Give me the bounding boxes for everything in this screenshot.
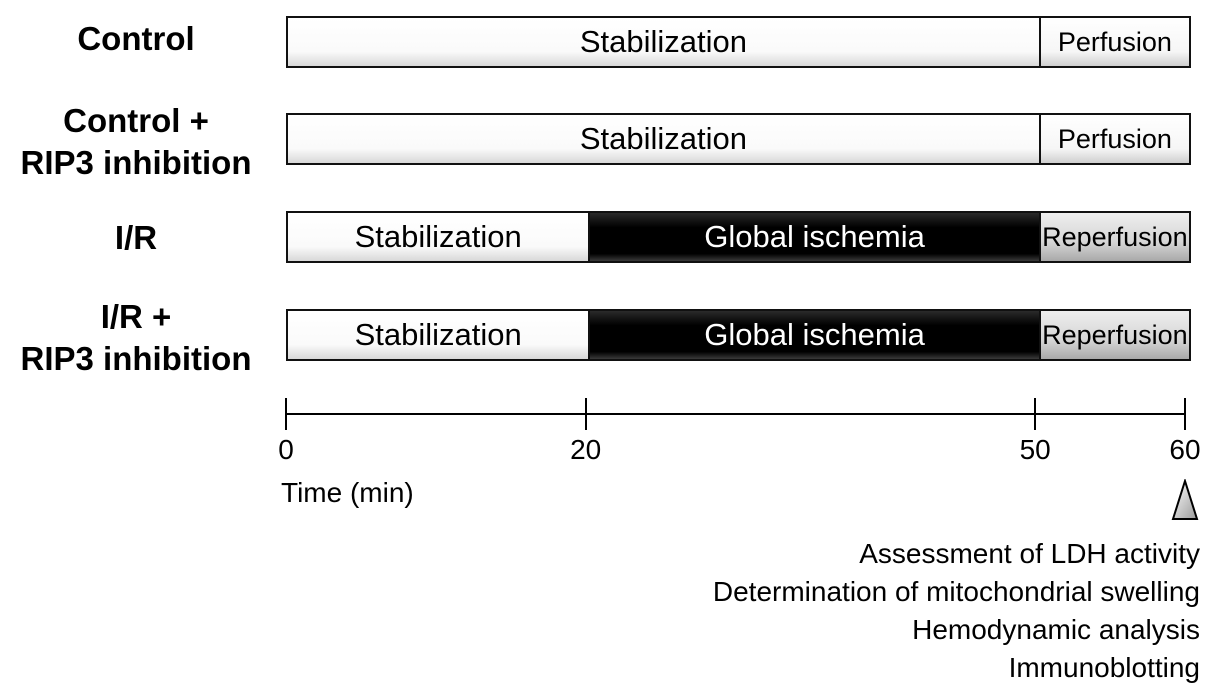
time-tick	[584, 398, 587, 430]
endpoint-marker-icon	[1171, 479, 1199, 520]
outcome-item: Assessment of LDH activity	[859, 538, 1200, 569]
segment-perf: Perfusion	[1038, 115, 1189, 163]
group-label: Control	[0, 18, 272, 60]
group-label-line: Control +	[63, 102, 209, 139]
segment-stab: Stabilization	[288, 311, 589, 359]
segment-isch: Global ischemia	[588, 213, 1039, 261]
group-label-line: I/R	[114, 219, 158, 256]
time-tick	[285, 398, 287, 430]
time-tick	[1184, 398, 1186, 430]
protocol-bar: Stabilization Perfusion	[286, 16, 1191, 68]
group-label: I/R	[0, 217, 272, 259]
group-label-line: RIP3 inhibition	[20, 144, 252, 181]
segment-perf: Perfusion	[1038, 18, 1189, 66]
time-axis-title: Time (min)	[281, 477, 414, 508]
segment-stab: Stabilization	[288, 213, 589, 261]
segment-reperf: Reperfusion	[1038, 213, 1189, 261]
time-axis-line	[286, 413, 1185, 415]
group-label-line: Control	[77, 20, 195, 57]
segment-stab: Stabilization	[288, 18, 1039, 66]
group-label-line: RIP3 inhibition	[20, 340, 252, 377]
group-label: I/R + RIP3 inhibition	[0, 296, 272, 380]
time-tick	[1034, 398, 1037, 430]
protocol-bar: Stabilization Global ischemia Reperfusion	[286, 211, 1191, 263]
outcome-item: Hemodynamic analysis	[912, 614, 1200, 645]
time-tick-label: 50	[1019, 434, 1051, 465]
group-label-line: I/R +	[100, 298, 172, 335]
time-tick-label: 20	[570, 434, 602, 465]
segment-reperf: Reperfusion	[1038, 311, 1189, 359]
segment-stab: Stabilization	[288, 115, 1039, 163]
time-tick-label: 60	[1169, 434, 1201, 465]
time-tick-label: 0	[278, 434, 294, 465]
protocol-bar: Stabilization Global ischemia Reperfusion	[286, 309, 1191, 361]
outcome-item: Immunoblotting	[1008, 652, 1200, 683]
segment-isch: Global ischemia	[588, 311, 1039, 359]
outcome-list: Assessment of LDH activity Determination…	[713, 535, 1200, 687]
group-label: Control + RIP3 inhibition	[0, 100, 272, 184]
outcome-item: Determination of mitochondrial swelling	[712, 576, 1200, 607]
protocol-bar: Stabilization Perfusion	[286, 113, 1191, 165]
